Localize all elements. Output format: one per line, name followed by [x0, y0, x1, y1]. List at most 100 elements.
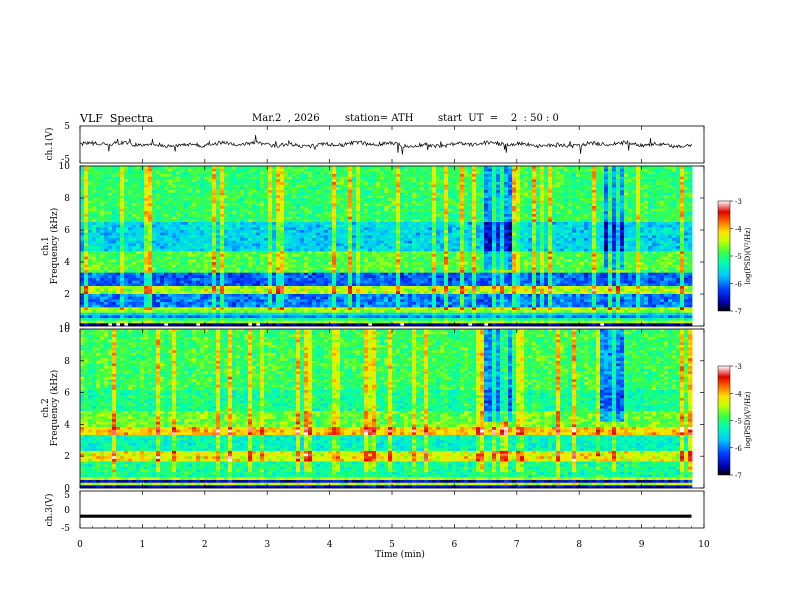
spectrogram-cell — [176, 254, 181, 258]
spectrogram-cell — [120, 222, 125, 226]
spectrogram-cell — [212, 190, 217, 194]
spectrogram-cell — [220, 286, 225, 290]
spectrogram-cell — [360, 232, 365, 236]
spectrogram-cell — [148, 302, 153, 306]
spectrogram-cell — [128, 286, 133, 290]
spectrogram-cell — [200, 246, 205, 250]
spectrogram-cell — [200, 264, 205, 268]
spectrogram-cell — [320, 222, 325, 226]
spectrogram-cell — [200, 230, 205, 234]
spectrogram-cell — [112, 203, 117, 207]
spectrogram-cell — [384, 312, 389, 316]
spectrogram-cell — [384, 264, 389, 268]
spectrogram-cell — [228, 187, 233, 191]
spectrogram-cell — [212, 187, 217, 191]
spectrogram-cell — [232, 280, 237, 284]
spectrogram-cell — [124, 240, 129, 244]
spectrogram-cell — [404, 192, 409, 196]
spectrogram-cell — [332, 187, 337, 191]
spectrogram-cell — [180, 176, 185, 180]
spectrogram-cell — [272, 254, 277, 258]
spectrogram-cell — [248, 264, 253, 268]
spectrogram-cell — [204, 232, 209, 236]
spectrogram-cell — [316, 283, 321, 287]
spectrogram-cell — [116, 206, 121, 210]
spectrogram-cell — [264, 312, 269, 316]
spectrogram-cell — [388, 259, 393, 263]
spectrogram-cell — [192, 240, 197, 244]
spectrogram-cell — [88, 278, 93, 282]
spectrogram-cell — [256, 195, 261, 199]
spectrogram-cell — [156, 264, 161, 268]
spectrogram-cell — [292, 184, 297, 188]
spectrogram-cell — [228, 318, 233, 322]
spectrogram-cell — [96, 262, 101, 266]
spectrogram-cell — [340, 214, 345, 218]
spectrogram-cell — [196, 190, 201, 194]
spectrogram-cell — [412, 190, 417, 194]
spectrogram-cell — [196, 246, 201, 250]
spectrogram-cell — [208, 243, 213, 247]
spectrogram-cell — [396, 227, 401, 231]
spectrogram-cell — [380, 198, 385, 202]
spectrogram-cell — [316, 278, 321, 282]
spectrogram-cell — [360, 280, 365, 284]
spectrogram-cell — [104, 174, 109, 178]
spectrogram-cell — [336, 184, 341, 188]
spectrogram-cell — [288, 315, 293, 319]
spectrogram-cell — [196, 216, 201, 220]
spectrogram-cell — [192, 238, 197, 242]
spectrogram-cell — [372, 278, 377, 282]
spectrogram-cell — [100, 299, 105, 303]
spectrogram-cell — [192, 280, 197, 284]
spectrogram-cell — [88, 166, 93, 170]
spectrogram-cell — [180, 256, 185, 260]
spectrogram-cell — [252, 272, 257, 276]
spectrogram-cell — [196, 259, 201, 263]
spectrogram-cell — [376, 256, 381, 260]
spectrogram-cell — [212, 286, 217, 290]
spectrogram-cell — [192, 184, 197, 188]
spectrogram-cell — [148, 254, 153, 258]
spectrogram-cell — [376, 174, 381, 178]
spectrogram-cell — [112, 166, 117, 170]
spectrogram-cell — [128, 176, 133, 180]
spectrogram-cell — [112, 243, 117, 247]
spectrogram-cell — [348, 294, 353, 298]
spectrogram-cell — [172, 248, 177, 252]
spectrogram-cell — [224, 283, 229, 287]
spectrogram-cell — [240, 219, 245, 223]
spectrogram-cell — [156, 304, 161, 308]
spectrogram-cell — [188, 200, 193, 204]
spectrogram-cell — [372, 315, 377, 319]
spectrogram-cell — [320, 166, 325, 170]
spectrogram-cell — [268, 214, 273, 218]
spectrogram-cell — [96, 278, 101, 282]
spectrogram-cell — [332, 307, 337, 311]
spectrogram-cell — [120, 206, 125, 210]
spectrogram-cell — [152, 320, 157, 324]
spectrogram-cell — [400, 315, 405, 319]
spectrogram-cell — [356, 288, 361, 292]
spectrogram-cell — [140, 286, 145, 290]
spectrogram-cell — [384, 259, 389, 263]
spectrogram-cell — [340, 280, 345, 284]
spectrogram-cell — [288, 310, 293, 314]
spectrogram-cell — [388, 211, 393, 215]
spectrogram-cell — [188, 198, 193, 202]
spectrogram-cell — [132, 214, 137, 218]
spectrogram-cell — [204, 251, 209, 255]
spectrogram-cell — [216, 192, 221, 196]
spectrogram-cell — [396, 222, 401, 226]
spectrogram-cell — [388, 256, 393, 260]
spectrogram-cell — [352, 168, 357, 172]
spectrogram-cell — [104, 272, 109, 276]
spectrogram-cell — [412, 171, 417, 175]
spectrogram-cell — [412, 195, 417, 199]
spectrogram-cell — [328, 219, 333, 223]
spectrogram-cell — [392, 270, 397, 274]
spectrogram-cell — [400, 302, 405, 306]
spectrogram-cell — [264, 166, 269, 170]
spectrogram-cell — [408, 227, 413, 231]
spectrogram-cell — [152, 238, 157, 242]
